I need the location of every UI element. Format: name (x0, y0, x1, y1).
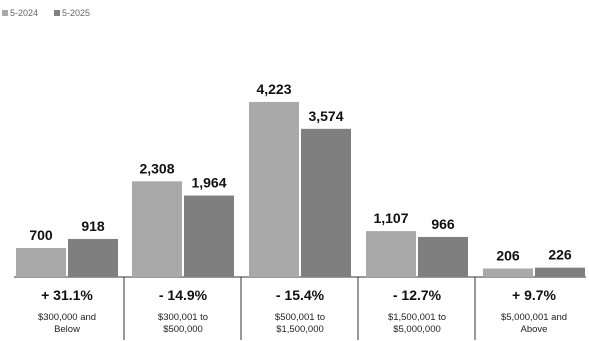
category-label-3-line-1: $500,001 to (275, 312, 325, 323)
change-label-4: - 12.7% (393, 287, 442, 303)
data-label-5-2025-2: 1,964 (191, 175, 226, 191)
change-label-2: - 14.9% (159, 287, 208, 303)
bar-5-2025-1 (68, 238, 118, 277)
legend-swatch-2024 (2, 10, 8, 16)
bar-5-2025-3 (301, 128, 351, 277)
bar-5-2024-2 (132, 181, 182, 277)
legend-swatch-2025 (54, 10, 61, 16)
bar-5-2025-2 (184, 195, 234, 277)
data-label-5-2025-5: 226 (548, 247, 572, 263)
legend-label-2025: 5-2025 (62, 8, 91, 18)
data-label-5-2024-2: 2,308 (139, 160, 174, 176)
change-label-1: + 31.1% (41, 287, 93, 303)
data-label-5-2024-3: 4,223 (256, 81, 291, 97)
legend-item-2024: 5-2024 (2, 8, 38, 18)
legend-item-2025: 5-2025 (54, 8, 90, 18)
bar-5-2025-4 (418, 236, 468, 277)
data-label-5-2024-5: 206 (496, 247, 520, 263)
category-label-5-line-1: $5,000,001 and (501, 312, 567, 323)
data-label-5-2024-4: 1,107 (373, 210, 408, 226)
change-label-5: + 9.7% (512, 287, 557, 303)
category-label-1-line-2: Below (54, 324, 80, 335)
data-label-5-2025-1: 918 (81, 218, 105, 234)
category-label-2-line-1: $300,001 to (158, 312, 208, 323)
category-label-2-line-2: $500,000 (163, 324, 203, 335)
bar-5-2024-3 (249, 101, 299, 278)
category-label-5-line-2: Above (521, 324, 548, 335)
data-label-5-2025-4: 966 (431, 216, 455, 232)
category-label-3-line-2: $1,500,000 (276, 324, 324, 335)
category-label-4-line-2: $5,000,000 (393, 324, 441, 335)
bar-5-2024-5 (483, 268, 533, 277)
change-label-3: - 15.4% (276, 287, 325, 303)
category-label-1-line-1: $300,000 and (38, 312, 96, 323)
data-label-5-2025-3: 3,574 (308, 108, 343, 124)
legend-label-2024: 5-2024 (10, 8, 39, 18)
bar-5-2024-1 (16, 247, 66, 277)
category-label-4-line-1: $1,500,001 to (388, 312, 446, 323)
bar-5-2024-4 (366, 231, 416, 277)
bar-5-2025-5 (535, 267, 585, 277)
chart-legend: 5-2024 5-2025 (2, 8, 90, 18)
data-label-5-2024-1: 700 (29, 227, 53, 243)
